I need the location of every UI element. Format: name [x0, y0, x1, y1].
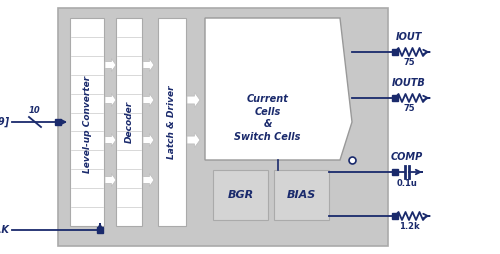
- Bar: [70, 18, 104, 226]
- Text: DI[0:9]: DI[0:9]: [0, 117, 10, 127]
- Text: 10: 10: [29, 106, 41, 115]
- Text: 75: 75: [403, 58, 415, 67]
- Polygon shape: [143, 93, 154, 106]
- Text: Level-up Converter: Level-up Converter: [82, 75, 92, 173]
- Polygon shape: [143, 173, 154, 186]
- Text: Current
Cells
&
Switch Cells: Current Cells & Switch Cells: [234, 94, 300, 141]
- Text: 75: 75: [403, 104, 415, 113]
- Text: CLK: CLK: [0, 225, 10, 235]
- Bar: [213, 170, 268, 220]
- Polygon shape: [105, 173, 116, 186]
- Text: BGR: BGR: [228, 190, 254, 200]
- Polygon shape: [143, 58, 154, 71]
- Polygon shape: [105, 134, 116, 147]
- Bar: [158, 18, 186, 226]
- Text: IOUT: IOUT: [396, 32, 422, 42]
- Polygon shape: [187, 92, 200, 107]
- Polygon shape: [105, 58, 116, 71]
- Bar: [58, 8, 388, 246]
- Text: Latch & Driver: Latch & Driver: [168, 85, 176, 159]
- Polygon shape: [205, 18, 352, 160]
- Text: IOUTB: IOUTB: [392, 78, 426, 88]
- Polygon shape: [187, 133, 200, 148]
- Text: Decoder: Decoder: [124, 101, 134, 143]
- Text: 0.1u: 0.1u: [396, 179, 417, 188]
- Text: COMP: COMP: [391, 152, 423, 162]
- Text: BIAS: BIAS: [287, 190, 316, 200]
- Polygon shape: [105, 93, 116, 106]
- Bar: [116, 18, 142, 226]
- Polygon shape: [143, 134, 154, 147]
- Text: 1.2k: 1.2k: [398, 222, 419, 231]
- Bar: [274, 170, 329, 220]
